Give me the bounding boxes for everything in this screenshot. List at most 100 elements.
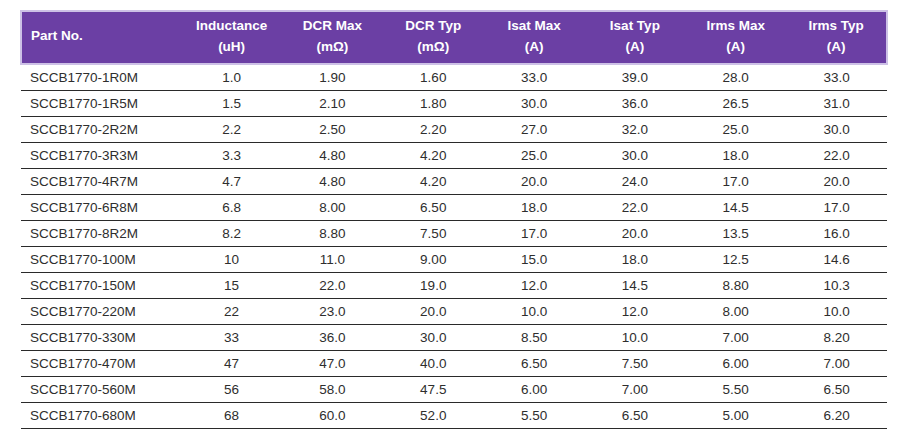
value-cell-inductance: 1.0 bbox=[181, 64, 282, 91]
value-cell-isat-typ: 7.50 bbox=[584, 350, 685, 376]
value-cell-isat-max: 10.0 bbox=[484, 298, 585, 324]
value-cell-irms-typ: 7.00 bbox=[786, 350, 887, 376]
col-header-isat-max: Isat Max(A) bbox=[484, 11, 585, 64]
table-row: SCCB1770-1R0M1.01.901.6033.039.028.033.0 bbox=[21, 64, 887, 91]
part-no-cell: SCCB1770-150M bbox=[21, 272, 181, 298]
value-cell-isat-typ: 7.00 bbox=[584, 376, 685, 402]
value-cell-irms-max: 12.5 bbox=[685, 246, 786, 272]
value-cell-irms-typ: 30.0 bbox=[786, 116, 887, 142]
value-cell-inductance: 1.5 bbox=[181, 90, 282, 116]
table-row: SCCB1770-4R7M4.74.804.2020.024.017.020.0 bbox=[21, 168, 887, 194]
value-cell-isat-typ: 18.0 bbox=[584, 246, 685, 272]
value-cell-isat-max: 17.0 bbox=[484, 220, 585, 246]
value-cell-irms-max: 5.00 bbox=[685, 402, 786, 428]
col-header-unit: (A) bbox=[588, 37, 681, 58]
value-cell-inductance: 33 bbox=[181, 324, 282, 350]
col-header-label: Part No. bbox=[31, 26, 177, 47]
value-cell-inductance: 10 bbox=[181, 246, 282, 272]
col-header-label: DCR Max bbox=[286, 16, 379, 37]
value-cell-irms-max: 6.00 bbox=[685, 350, 786, 376]
col-header-irms-typ: Irms Typ(A) bbox=[786, 11, 887, 64]
value-cell-dcr-typ: 20.0 bbox=[383, 298, 484, 324]
col-header-label: Isat Max bbox=[488, 16, 581, 37]
value-cell-irms-typ: 10.3 bbox=[786, 272, 887, 298]
col-header-label: Irms Max bbox=[689, 16, 782, 37]
table-row: SCCB1770-100M1011.09.0015.018.012.514.6 bbox=[21, 246, 887, 272]
value-cell-inductance: 47 bbox=[181, 350, 282, 376]
value-cell-isat-typ: 10.0 bbox=[584, 324, 685, 350]
table-row: SCCB1770-2R2M2.22.502.2027.032.025.030.0 bbox=[21, 116, 887, 142]
part-no-cell: SCCB1770-1R0M bbox=[21, 64, 181, 91]
col-header-isat-typ: Isat Typ(A) bbox=[584, 11, 685, 64]
col-header-part-no: Part No. bbox=[21, 11, 181, 64]
table-row: SCCB1770-680M6860.052.05.506.505.006.20 bbox=[21, 402, 887, 428]
value-cell-dcr-typ: 4.20 bbox=[383, 168, 484, 194]
col-header-label: Irms Typ bbox=[790, 16, 882, 37]
value-cell-isat-max: 8.50 bbox=[484, 324, 585, 350]
table-row: SCCB1770-1R5M1.52.101.8030.036.026.531.0 bbox=[21, 90, 887, 116]
part-no-cell: SCCB1770-470M bbox=[21, 350, 181, 376]
value-cell-isat-typ: 24.0 bbox=[584, 168, 685, 194]
header-row: Part No.Inductance(uH)DCR Max(mΩ)DCR Typ… bbox=[21, 11, 887, 64]
value-cell-irms-max: 18.0 bbox=[685, 142, 786, 168]
col-header-unit: (uH) bbox=[185, 37, 278, 58]
value-cell-irms-typ: 10.0 bbox=[786, 298, 887, 324]
value-cell-inductance: 2.2 bbox=[181, 116, 282, 142]
value-cell-dcr-max: 36.0 bbox=[282, 324, 383, 350]
col-header-irms-max: Irms Max(A) bbox=[685, 11, 786, 64]
value-cell-isat-max: 15.0 bbox=[484, 246, 585, 272]
value-cell-dcr-typ: 19.0 bbox=[383, 272, 484, 298]
value-cell-irms-typ: 20.0 bbox=[786, 168, 887, 194]
table-row: SCCB1770-470M4747.040.06.507.506.007.00 bbox=[21, 350, 887, 376]
value-cell-isat-typ: 36.0 bbox=[584, 90, 685, 116]
value-cell-inductance: 15 bbox=[181, 272, 282, 298]
value-cell-dcr-max: 22.0 bbox=[282, 272, 383, 298]
col-header-unit: (mΩ) bbox=[286, 37, 379, 58]
value-cell-dcr-max: 11.0 bbox=[282, 246, 383, 272]
value-cell-inductance: 4.7 bbox=[181, 168, 282, 194]
col-header-dcr-typ: DCR Typ(mΩ) bbox=[383, 11, 484, 64]
value-cell-irms-typ: 6.50 bbox=[786, 376, 887, 402]
col-header-unit: (mΩ) bbox=[387, 37, 480, 58]
value-cell-isat-typ: 20.0 bbox=[584, 220, 685, 246]
value-cell-inductance: 56 bbox=[181, 376, 282, 402]
value-cell-dcr-max: 4.80 bbox=[282, 168, 383, 194]
table-row: SCCB1770-3R3M3.34.804.2025.030.018.022.0 bbox=[21, 142, 887, 168]
col-header-dcr-max: DCR Max(mΩ) bbox=[282, 11, 383, 64]
value-cell-irms-max: 26.5 bbox=[685, 90, 786, 116]
table-row: SCCB1770-150M1522.019.012.014.58.8010.3 bbox=[21, 272, 887, 298]
col-header-unit: (A) bbox=[790, 37, 882, 58]
col-header-inductance: Inductance(uH) bbox=[181, 11, 282, 64]
col-header-label: Isat Typ bbox=[588, 16, 681, 37]
value-cell-isat-max: 6.00 bbox=[484, 376, 585, 402]
part-no-cell: SCCB1770-1R5M bbox=[21, 90, 181, 116]
value-cell-irms-typ: 16.0 bbox=[786, 220, 887, 246]
value-cell-irms-max: 8.00 bbox=[685, 298, 786, 324]
value-cell-isat-typ: 12.0 bbox=[584, 298, 685, 324]
value-cell-isat-typ: 22.0 bbox=[584, 194, 685, 220]
value-cell-dcr-max: 60.0 bbox=[282, 402, 383, 428]
value-cell-isat-max: 20.0 bbox=[484, 168, 585, 194]
value-cell-dcr-typ: 7.50 bbox=[383, 220, 484, 246]
value-cell-irms-typ: 6.20 bbox=[786, 402, 887, 428]
value-cell-isat-max: 33.0 bbox=[484, 64, 585, 91]
value-cell-dcr-typ: 1.60 bbox=[383, 64, 484, 91]
value-cell-dcr-max: 1.90 bbox=[282, 64, 383, 91]
table-row: SCCB1770-560M5658.047.56.007.005.506.50 bbox=[21, 376, 887, 402]
value-cell-dcr-max: 2.10 bbox=[282, 90, 383, 116]
value-cell-isat-max: 30.0 bbox=[484, 90, 585, 116]
part-no-cell: SCCB1770-4R7M bbox=[21, 168, 181, 194]
value-cell-dcr-max: 8.80 bbox=[282, 220, 383, 246]
value-cell-irms-max: 5.50 bbox=[685, 376, 786, 402]
value-cell-dcr-typ: 6.50 bbox=[383, 194, 484, 220]
value-cell-dcr-typ: 30.0 bbox=[383, 324, 484, 350]
col-header-unit: (A) bbox=[488, 37, 581, 58]
value-cell-dcr-typ: 4.20 bbox=[383, 142, 484, 168]
value-cell-isat-typ: 6.50 bbox=[584, 402, 685, 428]
value-cell-isat-typ: 32.0 bbox=[584, 116, 685, 142]
value-cell-isat-max: 27.0 bbox=[484, 116, 585, 142]
inductor-spec-table: Part No.Inductance(uH)DCR Max(mΩ)DCR Typ… bbox=[20, 10, 888, 429]
value-cell-inductance: 6.8 bbox=[181, 194, 282, 220]
value-cell-dcr-typ: 47.5 bbox=[383, 376, 484, 402]
table-row: SCCB1770-330M3336.030.08.5010.07.008.20 bbox=[21, 324, 887, 350]
